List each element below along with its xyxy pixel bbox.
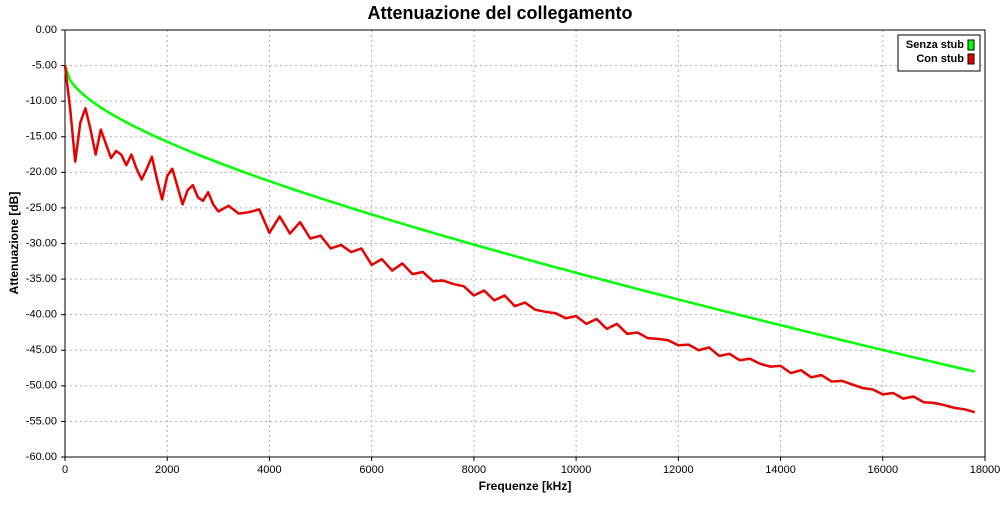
legend-box: [897, 34, 981, 72]
x-tick-label: 2000: [155, 464, 179, 476]
x-tick-label: 10000: [561, 464, 592, 476]
x-tick-label: 14000: [765, 464, 796, 476]
legend: Senza stub Con stub: [897, 34, 981, 72]
y-tick-label: -40.00: [26, 309, 57, 321]
y-tick-label: -35.00: [26, 273, 57, 285]
plot-frame: [64, 29, 986, 458]
y-tick-label: -30.00: [26, 237, 57, 249]
y-tick-label: -25.00: [26, 202, 57, 214]
legend-label: Con stub: [916, 53, 964, 65]
y-tick-label: 0.00: [36, 24, 57, 36]
legend-label: Senza stub: [906, 39, 964, 51]
legend-swatch: [967, 39, 975, 51]
y-tick-label: -10.00: [26, 95, 57, 107]
y-axis-label: Attenuazione [dB]: [7, 192, 21, 295]
x-tick-label: 8000: [462, 464, 486, 476]
x-tick-label: 0: [62, 464, 68, 476]
y-tick-label: -15.00: [26, 131, 57, 143]
x-tick-label: 16000: [867, 464, 898, 476]
x-tick-label: 4000: [257, 464, 281, 476]
data-line: [63, 65, 976, 373]
y-tick-label: -55.00: [26, 415, 57, 427]
x-tick-label: 18000: [970, 464, 1000, 476]
x-tick-label: 6000: [359, 464, 383, 476]
y-tick-label: -50.00: [26, 380, 57, 392]
y-tick-label: -5.00: [32, 59, 57, 71]
y-tick-label: -60.00: [26, 451, 57, 463]
y-tick-label: -20.00: [26, 166, 57, 178]
data-line: [63, 65, 976, 414]
legend-swatch: [967, 53, 975, 65]
x-tick-label: 12000: [663, 464, 694, 476]
x-axis-label: Frequenze [kHz]: [479, 479, 572, 493]
chart-title: Attenuazione del collegamento: [367, 3, 632, 23]
y-tick-label: -45.00: [26, 344, 57, 356]
